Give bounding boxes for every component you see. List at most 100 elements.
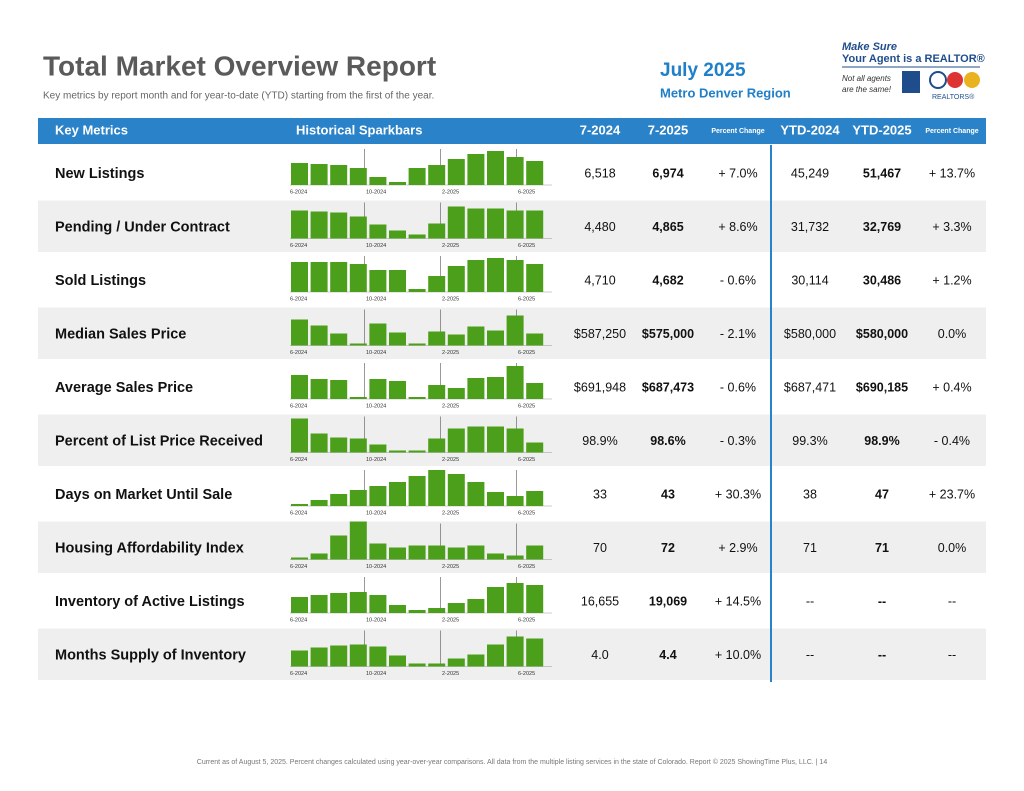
cell: $687,473 bbox=[642, 380, 694, 394]
sparkbar bbox=[467, 482, 485, 506]
cell: 0.0% bbox=[938, 541, 967, 555]
sparkbar bbox=[349, 264, 367, 292]
cell: + 1.2% bbox=[932, 273, 971, 287]
sparkbar bbox=[310, 211, 328, 239]
cell: $690,185 bbox=[856, 380, 908, 394]
cell: 4,682 bbox=[652, 273, 683, 287]
sparkbar bbox=[467, 426, 485, 453]
sparkbar bbox=[506, 157, 524, 185]
sparkbar bbox=[506, 583, 524, 613]
sparkbar bbox=[369, 486, 387, 506]
sparkbar bbox=[408, 343, 426, 346]
sparkbar bbox=[369, 379, 387, 399]
sparkbar bbox=[369, 444, 387, 453]
sparkbar bbox=[408, 289, 426, 292]
cell: 99.3% bbox=[792, 434, 827, 448]
sparkbar bbox=[291, 375, 308, 399]
sparkbar bbox=[428, 438, 446, 453]
sparkbar bbox=[428, 223, 446, 239]
sparkbar bbox=[467, 378, 485, 399]
logo-mark bbox=[964, 72, 980, 88]
cell: 72 bbox=[661, 541, 675, 555]
sparkbar bbox=[447, 159, 465, 185]
sparkbar bbox=[349, 168, 367, 185]
spark-label: 10-2024 bbox=[366, 296, 386, 302]
sparkbar bbox=[330, 333, 348, 346]
sparkbar bbox=[330, 494, 348, 506]
cell: + 7.0% bbox=[718, 166, 757, 180]
sparkbar bbox=[447, 334, 465, 346]
sparkbar bbox=[291, 597, 308, 613]
spark-label: 2-2025 bbox=[442, 189, 459, 195]
cell: 4,480 bbox=[584, 220, 615, 234]
sparkbar bbox=[428, 545, 446, 560]
spark-label: 2-2025 bbox=[442, 671, 459, 677]
sparkbar bbox=[310, 595, 328, 613]
sparkbar bbox=[389, 332, 406, 346]
cell: $580,000 bbox=[784, 327, 836, 341]
row-bg bbox=[38, 521, 986, 573]
sparkbar bbox=[506, 555, 524, 560]
sparkbar bbox=[526, 442, 544, 453]
sparkbar bbox=[369, 224, 387, 239]
sparkbar bbox=[330, 165, 348, 185]
sparkbar bbox=[330, 535, 348, 560]
metric-name: Months Supply of Inventory bbox=[55, 647, 246, 663]
spark-label: 6-2025 bbox=[518, 350, 535, 356]
cell: $580,000 bbox=[856, 327, 908, 341]
spark-label: 6-2025 bbox=[518, 189, 535, 195]
sparkbar bbox=[389, 605, 406, 613]
sparkbar bbox=[389, 655, 406, 667]
sparkbar bbox=[467, 154, 485, 185]
spark-label: 2-2025 bbox=[442, 510, 459, 516]
footer: Current as of August 5, 2025. Percent ch… bbox=[197, 758, 828, 766]
sparkbar bbox=[506, 366, 524, 399]
sparkbar bbox=[428, 663, 446, 667]
logo-text: REALTORS® bbox=[932, 93, 975, 101]
column-header: YTD-2025 bbox=[852, 122, 911, 137]
cell: 45,249 bbox=[791, 166, 829, 180]
sparkbar bbox=[428, 165, 446, 185]
spark-label: 6-2024 bbox=[290, 189, 307, 195]
sparkbar bbox=[330, 212, 348, 239]
spark-label: 6-2025 bbox=[518, 510, 535, 516]
sparkbar bbox=[349, 438, 367, 453]
spark-label: 6-2024 bbox=[290, 243, 307, 249]
spark-label: 10-2024 bbox=[366, 510, 386, 516]
sparkbar bbox=[506, 210, 524, 239]
cell: 6,518 bbox=[584, 166, 615, 180]
sparkbar bbox=[526, 210, 544, 239]
cell: 30,114 bbox=[791, 273, 828, 287]
cell: -- bbox=[878, 594, 886, 608]
cell: 16,655 bbox=[581, 594, 619, 608]
spark-label: 6-2025 bbox=[518, 403, 535, 409]
sparkbar bbox=[447, 388, 465, 399]
table-header bbox=[38, 118, 986, 144]
sparkbar bbox=[349, 343, 367, 346]
cell: -- bbox=[806, 648, 814, 662]
logo-text: Not all agents bbox=[842, 74, 891, 83]
cell: + 2.9% bbox=[718, 541, 757, 555]
cell: 32,769 bbox=[863, 220, 901, 234]
sparkbar bbox=[291, 262, 308, 292]
sparkbar bbox=[487, 587, 504, 613]
sparkbar bbox=[349, 216, 367, 239]
cell: 98.9% bbox=[582, 434, 617, 448]
spark-label: 10-2024 bbox=[366, 671, 386, 677]
cell: - 2.1% bbox=[720, 327, 756, 341]
cell: - 0.4% bbox=[934, 434, 970, 448]
cell: 98.6% bbox=[650, 434, 685, 448]
spark-label: 10-2024 bbox=[366, 564, 386, 570]
sparkbar bbox=[330, 593, 348, 613]
spark-label: 6-2024 bbox=[290, 296, 307, 302]
sparkbar bbox=[428, 331, 446, 346]
cell: + 13.7% bbox=[929, 166, 975, 180]
sparkbar bbox=[487, 258, 504, 292]
sparkbar bbox=[526, 264, 544, 292]
sparkbar bbox=[487, 426, 504, 453]
sparkbar bbox=[389, 270, 406, 292]
spark-label: 6-2025 bbox=[518, 243, 535, 249]
cell: + 23.7% bbox=[929, 487, 975, 501]
spark-label: 10-2024 bbox=[366, 243, 386, 249]
